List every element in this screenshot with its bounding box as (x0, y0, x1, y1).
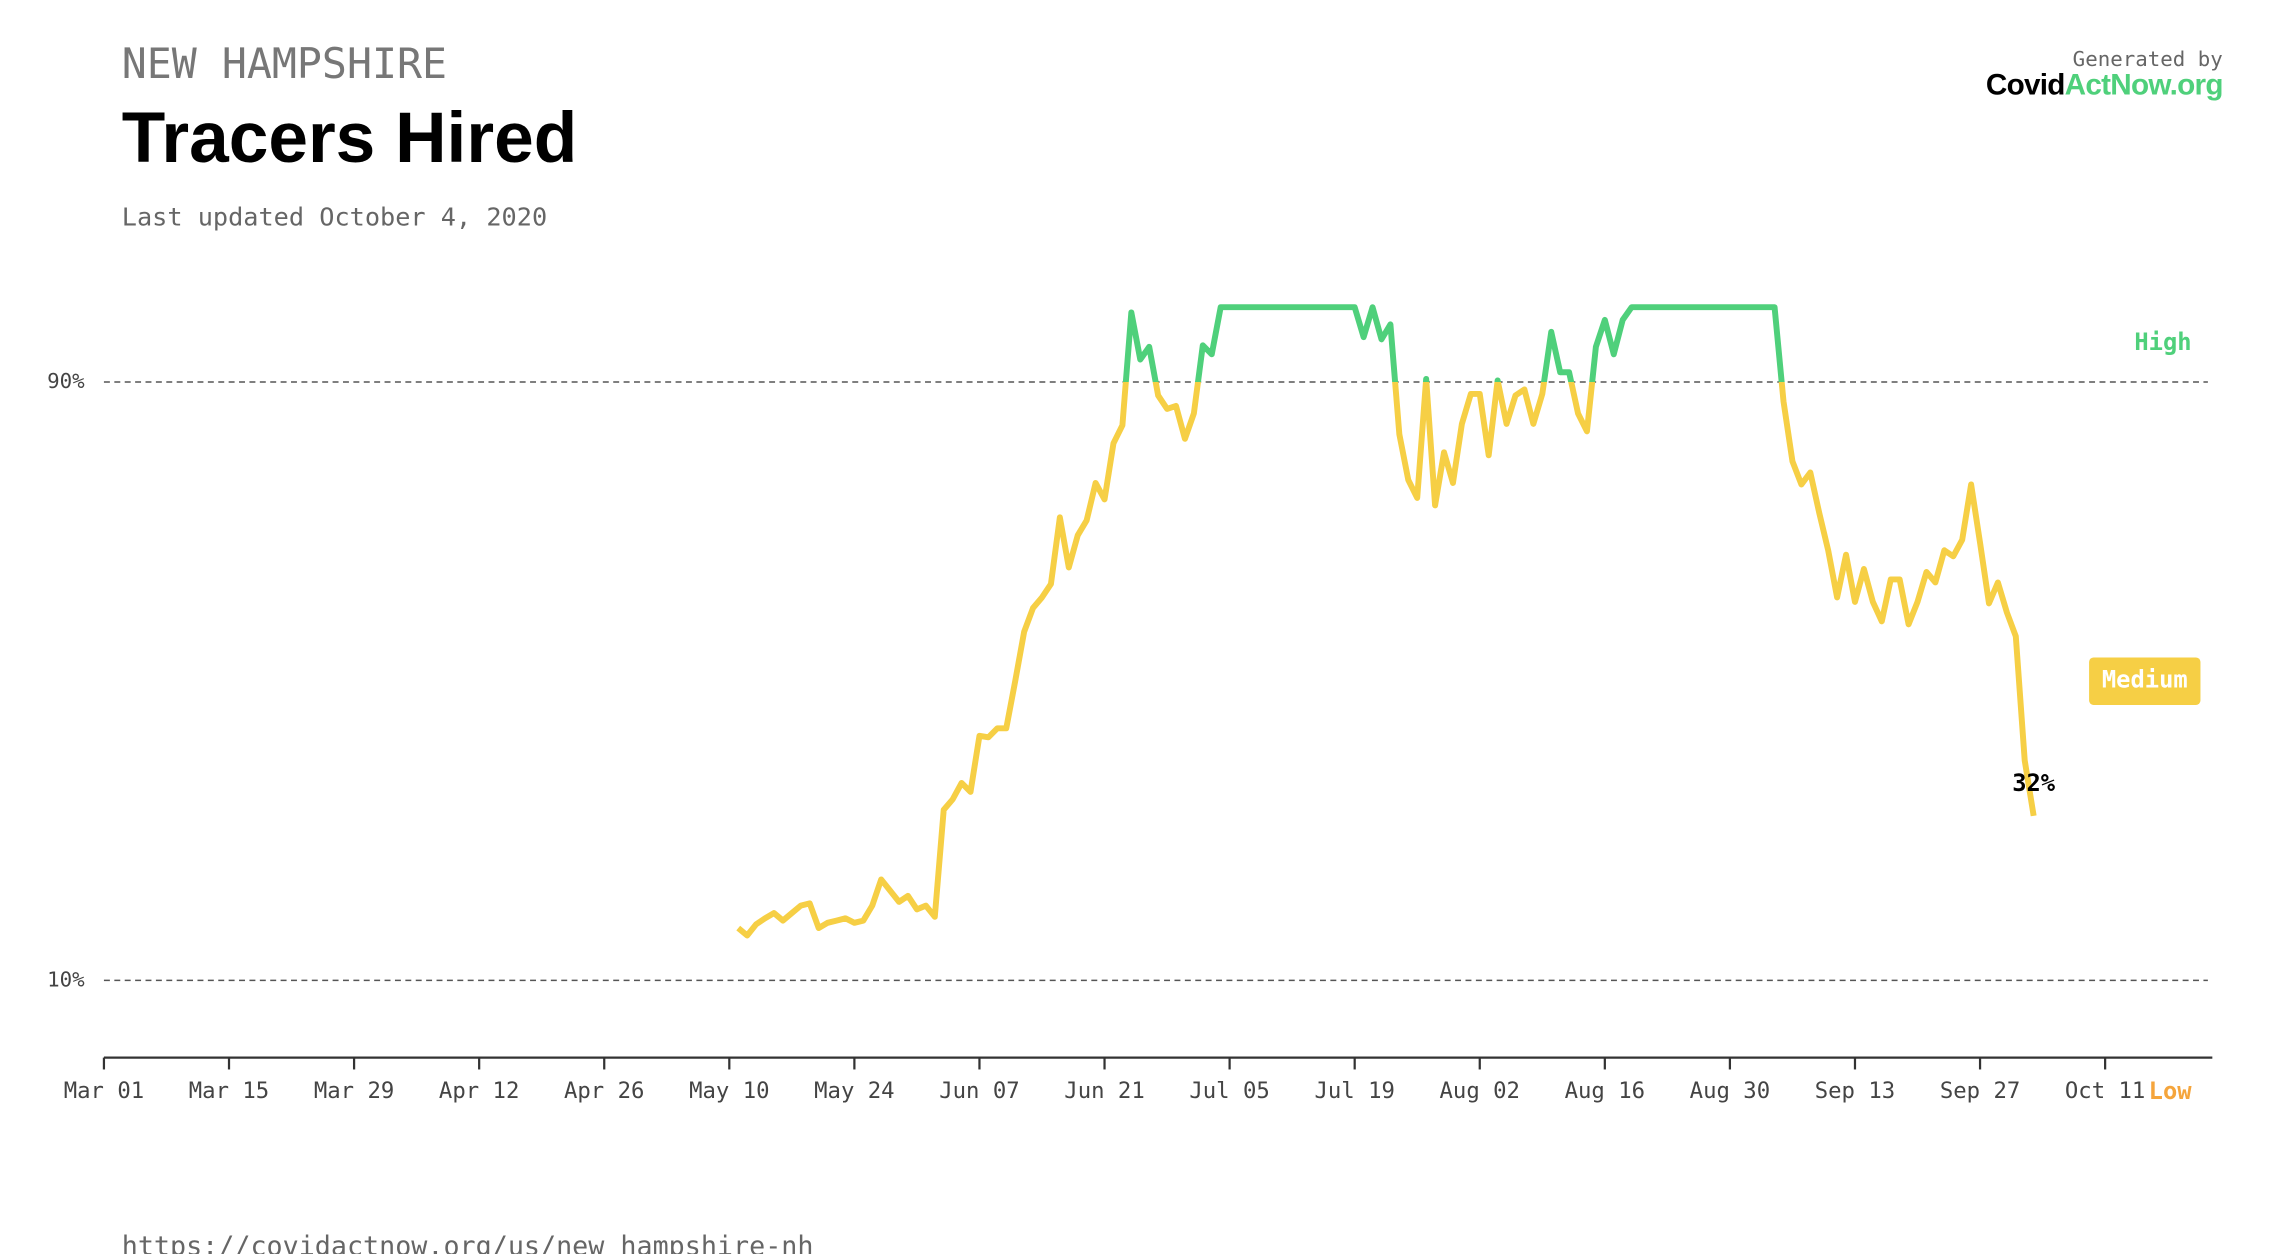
x-tick-label: Sep 27 (1940, 1078, 2020, 1104)
x-tick-label: Jul 19 (1314, 1078, 1394, 1104)
x-tick-label: Jun 21 (1064, 1078, 1144, 1104)
x-tick-label: Mar 29 (314, 1078, 394, 1104)
source-url: https://covidactnow.org/us/new_hampshire… (122, 1231, 814, 1254)
x-tick-label: Jul 05 (1189, 1078, 1269, 1104)
x-tick-label: May 10 (689, 1078, 769, 1104)
data-line (738, 307, 2033, 935)
chart-title: Tracers Hired (122, 98, 577, 178)
zone-label: High (2134, 328, 2191, 356)
x-tick-label: Aug 16 (1565, 1078, 1645, 1104)
updated: Last updated October 4, 2020 (122, 203, 547, 232)
region: NEW HAMPSHIRE (122, 39, 447, 88)
zone-label: Medium (2102, 666, 2188, 694)
y-tick-label: 90% (47, 369, 85, 393)
x-tick-label: Oct 11 (2065, 1078, 2145, 1104)
x-tick-label: Aug 30 (1690, 1078, 1770, 1104)
logo-part: ActNow.org (2065, 68, 2223, 101)
logo: CovidActNow.org (1986, 68, 2223, 101)
generated-by: Generated by (2073, 47, 2223, 71)
data-line (1122, 304, 1785, 382)
x-tick-label: Sep 13 (1815, 1078, 1895, 1104)
x-tick-label: Aug 02 (1440, 1078, 1520, 1104)
x-tick-label: May 24 (814, 1078, 894, 1104)
x-tick-label: Jun 07 (939, 1078, 1019, 1104)
x-tick-label: Apr 26 (564, 1078, 644, 1104)
zone-badge (2089, 657, 2201, 705)
plot: 10% 90% Mar 01 Mar 15 Mar 29 Apr 12 Apr 26 May … (47, 304, 2213, 1105)
value-label: 32% (2012, 769, 2056, 797)
data-line (736, 381, 2037, 939)
x-tick-label: Apr 12 (439, 1078, 519, 1104)
x-tick-label: Mar 01 (64, 1078, 144, 1104)
logo-part: Covid (1986, 68, 2065, 101)
zone-label: Low (2149, 1077, 2193, 1105)
x-tick-label: Mar 15 (189, 1078, 269, 1104)
y-tick-label: 10% (47, 967, 85, 991)
